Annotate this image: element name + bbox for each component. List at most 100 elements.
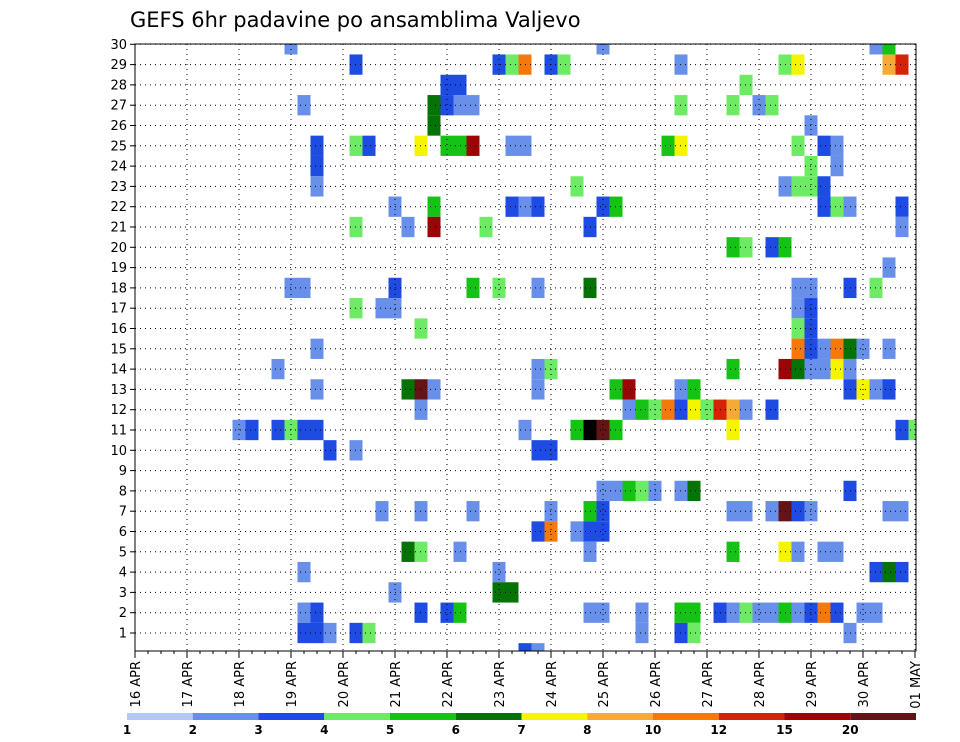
heatmap-cell (882, 338, 896, 359)
heatmap-cell (791, 338, 805, 359)
heatmap-cell (570, 176, 584, 197)
heatmap-cell (895, 216, 909, 238)
colorbar-label: 20 (842, 723, 859, 737)
heatmap-cell (830, 541, 844, 562)
heatmap-cell (765, 501, 779, 522)
y-tick-label: 10 (110, 444, 127, 459)
heatmap-cell (726, 237, 740, 258)
heatmap-cell (791, 318, 805, 339)
heatmap-cell (869, 44, 883, 55)
y-tick-label: 30 (110, 38, 127, 53)
y-tick-label: 11 (110, 424, 127, 439)
y-tick-label: 7 (119, 505, 127, 520)
colorbar-label: 7 (517, 723, 525, 737)
y-axis: 1234567891011121314151617181920212223242… (110, 38, 135, 642)
colorbar-label: 10 (645, 723, 662, 737)
heatmap-cell (830, 602, 844, 623)
colorbar-label: 5 (386, 723, 394, 737)
y-tick-label: 22 (110, 200, 127, 215)
y-tick-label: 9 (119, 464, 127, 479)
colorbar-swatch (850, 713, 916, 720)
heatmap-cell (466, 277, 480, 299)
y-tick-label: 25 (110, 139, 127, 154)
x-tick-label: 17 APR (181, 661, 196, 707)
heatmap-cell (765, 95, 779, 116)
colorbar-swatch (653, 713, 719, 720)
grid-lines (135, 43, 916, 651)
colorbar-swatch (784, 713, 851, 720)
heatmap-cell (310, 155, 324, 177)
heatmap-cell (791, 277, 805, 299)
y-tick-label: 6 (119, 525, 127, 540)
y-tick-label: 18 (110, 281, 127, 296)
y-tick-label: 27 (110, 99, 127, 114)
heatmap-cell (401, 216, 415, 238)
y-tick-label: 14 (110, 363, 127, 378)
x-tick-label: 25 APR (597, 661, 612, 707)
heatmap-cell (466, 135, 480, 156)
colorbar-label: 4 (320, 723, 328, 737)
heatmap-cell (882, 54, 896, 75)
heatmap-cell (596, 521, 610, 542)
y-tick-label: 12 (110, 403, 127, 418)
heatmap-cell (466, 95, 480, 116)
heatmap-cell (596, 602, 610, 623)
colorbar-legend: 1 2 3 4 5 6 7 8 10 12 15 20 (123, 713, 916, 737)
heatmap-cell (570, 521, 584, 542)
heatmap-cell (726, 399, 740, 420)
heatmap-cell (401, 541, 415, 562)
heatmap-cells (232, 44, 916, 651)
heatmap-cell (492, 561, 506, 583)
x-tick-label: 22 APR (441, 661, 456, 707)
heatmap-cell (817, 176, 831, 197)
heatmap-cell (531, 521, 545, 542)
heatmap-cell (310, 379, 324, 400)
heatmap-cell (531, 277, 545, 299)
x-tick-label: 20 APR (337, 661, 352, 707)
heatmap-cell (687, 379, 701, 400)
heatmap-cell (401, 379, 415, 400)
heatmap-cell (362, 622, 376, 644)
x-tick-label: 27 APR (701, 661, 716, 707)
heatmap-cell (297, 561, 311, 583)
heatmap-cell (531, 196, 545, 217)
heatmap-cell (310, 622, 324, 644)
x-tick-label: 28 APR (753, 661, 768, 707)
heatmap-cell (765, 237, 779, 258)
heatmap-cell (505, 582, 519, 603)
heatmap-cell (531, 440, 545, 461)
colorbar-swatch (324, 713, 390, 720)
heatmap-cell (310, 135, 324, 156)
heatmap-cell (596, 501, 610, 522)
heatmap-cell (791, 54, 805, 75)
heatmap-cell (791, 541, 805, 562)
colorbar-label: 6 (452, 723, 460, 737)
y-tick-label: 17 (110, 302, 127, 317)
heatmap-cell (830, 155, 844, 177)
heatmap-cell (427, 196, 441, 217)
x-tick-label: 29 APR (805, 661, 820, 707)
heatmap-cell (531, 379, 545, 400)
heatmap-cell (531, 358, 545, 380)
heatmap-cell (791, 176, 805, 197)
y-tick-label: 26 (110, 119, 127, 134)
heatmap-cell (687, 399, 701, 420)
heatmap-cell (531, 643, 545, 651)
x-tick-label: 21 APR (389, 661, 404, 707)
heatmap-cell (687, 602, 701, 623)
x-tick-label: 01 MAY (909, 661, 924, 709)
heatmap-cell (375, 501, 389, 522)
heatmap-cell (882, 379, 896, 400)
heatmap-cell (310, 338, 324, 359)
heatmap-cell (726, 95, 740, 116)
heatmap-cell (635, 622, 649, 644)
heatmap-cell (297, 602, 311, 623)
heatmap-cell (440, 135, 454, 156)
colorbar-label: 15 (776, 723, 793, 737)
heatmap-cell (622, 379, 636, 400)
heatmap-cell (310, 176, 324, 197)
heatmap-cell (492, 582, 506, 603)
heatmap-cell (505, 196, 519, 217)
y-tick-label: 2 (119, 606, 127, 621)
heatmap-cell (895, 501, 909, 522)
